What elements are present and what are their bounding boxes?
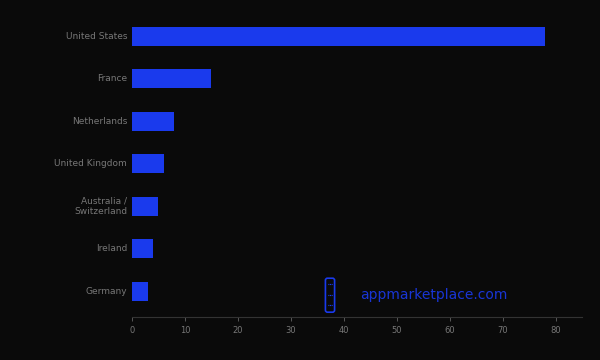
Bar — [132, 239, 153, 258]
Bar — [132, 112, 175, 131]
Bar — [132, 154, 164, 174]
Bar — [132, 197, 158, 216]
Text: ⋯
⋯
⋯: ⋯ ⋯ ⋯ — [328, 280, 332, 310]
Bar — [132, 69, 211, 88]
Bar — [132, 282, 148, 301]
Bar — [132, 27, 545, 46]
Text: appmarketplace.com: appmarketplace.com — [360, 288, 508, 302]
